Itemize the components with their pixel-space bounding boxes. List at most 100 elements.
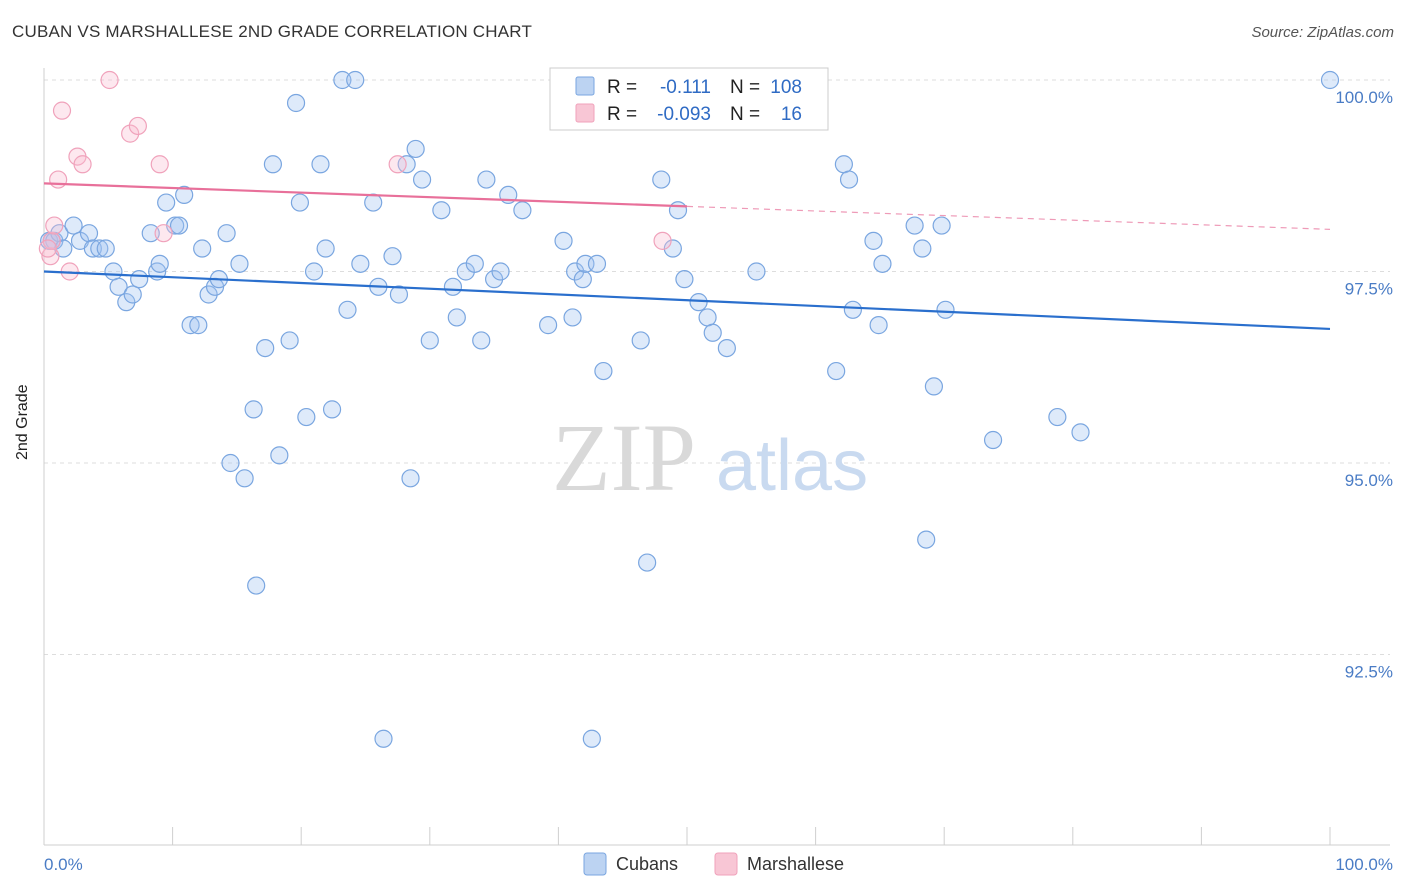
point-cubans-83 xyxy=(668,201,688,220)
point-cubans-94 xyxy=(864,231,883,250)
point-cubans-41 xyxy=(304,262,324,281)
bottom-legend-label-cubans: Cubans xyxy=(616,854,678,874)
point-cubans-61 xyxy=(447,308,466,327)
point-cubans-98 xyxy=(913,239,932,258)
x-tick-labels: 0.0% 100.0% xyxy=(44,855,1393,874)
point-cubans-15 xyxy=(141,224,160,243)
point-cubans-99 xyxy=(917,530,936,549)
point-cubans-20 xyxy=(169,216,189,235)
point-cubans-93 xyxy=(843,300,862,319)
axes xyxy=(43,68,1390,846)
point-cubans-96 xyxy=(873,254,892,273)
point-cubans-65 xyxy=(477,170,496,189)
point-cubans-52 xyxy=(383,247,402,266)
point-marshallese-13 xyxy=(388,155,407,174)
legend-n-value-cubans: 108 xyxy=(770,77,802,98)
point-cubans-49 xyxy=(364,193,383,212)
point-cubans-69 xyxy=(513,201,532,220)
point-cubans-23 xyxy=(189,316,208,335)
point-cubans-35 xyxy=(263,155,283,174)
legend-n-label-cubans: N = xyxy=(730,77,760,98)
trend-line-cubans xyxy=(43,270,1331,331)
point-cubans-60 xyxy=(443,277,463,296)
legend-r-label-marshallese: R = xyxy=(607,104,637,125)
chart-title: CUBAN VS MARSHALLESE 2ND GRADE CORRELATI… xyxy=(12,22,533,41)
point-cubans-21 xyxy=(175,185,194,204)
point-cubans-9 xyxy=(96,239,115,258)
trend-line-marshallese xyxy=(43,182,688,208)
point-cubans-105 xyxy=(1071,423,1090,442)
y-tick-label-3: 100.0% xyxy=(1335,88,1393,107)
point-cubans-13 xyxy=(123,285,142,304)
legend-swatch-cubans xyxy=(575,76,595,96)
point-cubans-30 xyxy=(230,254,249,273)
point-marshallese-9 xyxy=(121,124,140,143)
point-marshallese-10 xyxy=(128,116,147,136)
point-cubans-33 xyxy=(247,576,266,595)
legend-swatch-marshallese xyxy=(575,103,595,123)
bottom-legend: Cubans Marshallese xyxy=(583,852,844,876)
point-cubans-87 xyxy=(703,323,722,342)
point-cubans-79 xyxy=(631,331,650,350)
watermark-zip: ZIP xyxy=(552,404,696,511)
point-cubans-40 xyxy=(297,407,316,427)
point-marshallese-11 xyxy=(150,155,169,174)
point-cubans-24 xyxy=(193,239,212,258)
point-cubans-82 xyxy=(663,239,682,258)
point-cubans-73 xyxy=(566,262,585,281)
bottom-legend-swatch-cubans xyxy=(583,852,607,876)
point-cubans-85 xyxy=(689,293,708,312)
point-marshallese-4 xyxy=(52,101,72,120)
point-cubans-44 xyxy=(322,400,342,419)
point-cubans-103 xyxy=(983,430,1003,450)
point-cubans-10 xyxy=(104,262,123,281)
legend-n-value-marshallese: 16 xyxy=(781,104,802,125)
watermark: ZIP atlas xyxy=(552,404,868,511)
point-cubans-78 xyxy=(594,361,613,381)
point-cubans-106 xyxy=(1320,70,1340,90)
point-cubans-32 xyxy=(244,400,263,419)
point-cubans-38 xyxy=(286,93,306,113)
point-cubans-45 xyxy=(333,70,352,90)
point-cubans-67 xyxy=(491,262,510,281)
point-cubans-29 xyxy=(221,453,240,473)
point-cubans-90 xyxy=(827,361,846,381)
point-cubans-102 xyxy=(936,300,955,319)
x-tick-label-min: 0.0% xyxy=(44,855,83,874)
point-cubans-57 xyxy=(412,170,432,189)
point-cubans-31 xyxy=(235,469,254,488)
point-cubans-101 xyxy=(932,216,951,235)
point-marshallese-7 xyxy=(73,155,92,174)
point-cubans-48 xyxy=(351,254,370,273)
trend-line-marshallese-extension xyxy=(686,205,1331,230)
point-cubans-71 xyxy=(554,231,573,250)
point-cubans-28 xyxy=(217,224,236,243)
legend-r-value-cubans: -0.111 xyxy=(660,77,711,98)
point-cubans-104 xyxy=(1048,407,1067,427)
point-marshallese-8 xyxy=(100,70,119,90)
point-cubans-55 xyxy=(401,469,420,488)
point-cubans-6 xyxy=(79,224,99,243)
legend: R = -0.111 N = 108 R = -0.093 N = 16 xyxy=(549,67,829,131)
point-cubans-22 xyxy=(181,316,200,335)
point-cubans-100 xyxy=(924,377,944,396)
grid-lines xyxy=(44,79,1390,655)
source-label: Source: ZipAtlas.com xyxy=(1251,24,1394,41)
point-cubans-56 xyxy=(406,139,425,159)
y-tick-label-1: 95.0% xyxy=(1345,471,1393,490)
point-cubans-92 xyxy=(839,170,859,189)
legend-r-value-marshallese: -0.093 xyxy=(657,104,711,125)
point-marshallese-2 xyxy=(45,216,64,235)
watermark-atlas: atlas xyxy=(716,426,868,506)
point-cubans-70 xyxy=(539,316,558,335)
data-points xyxy=(38,70,1340,748)
point-cubans-36 xyxy=(270,446,289,465)
point-cubans-81 xyxy=(652,170,671,189)
point-cubans-53 xyxy=(389,285,409,304)
point-cubans-47 xyxy=(346,70,365,90)
legend-r-label-cubans: R = xyxy=(607,77,637,98)
point-cubans-17 xyxy=(150,254,169,273)
legend-n-label-marshallese: N = xyxy=(730,104,760,125)
legend-box xyxy=(549,67,829,131)
